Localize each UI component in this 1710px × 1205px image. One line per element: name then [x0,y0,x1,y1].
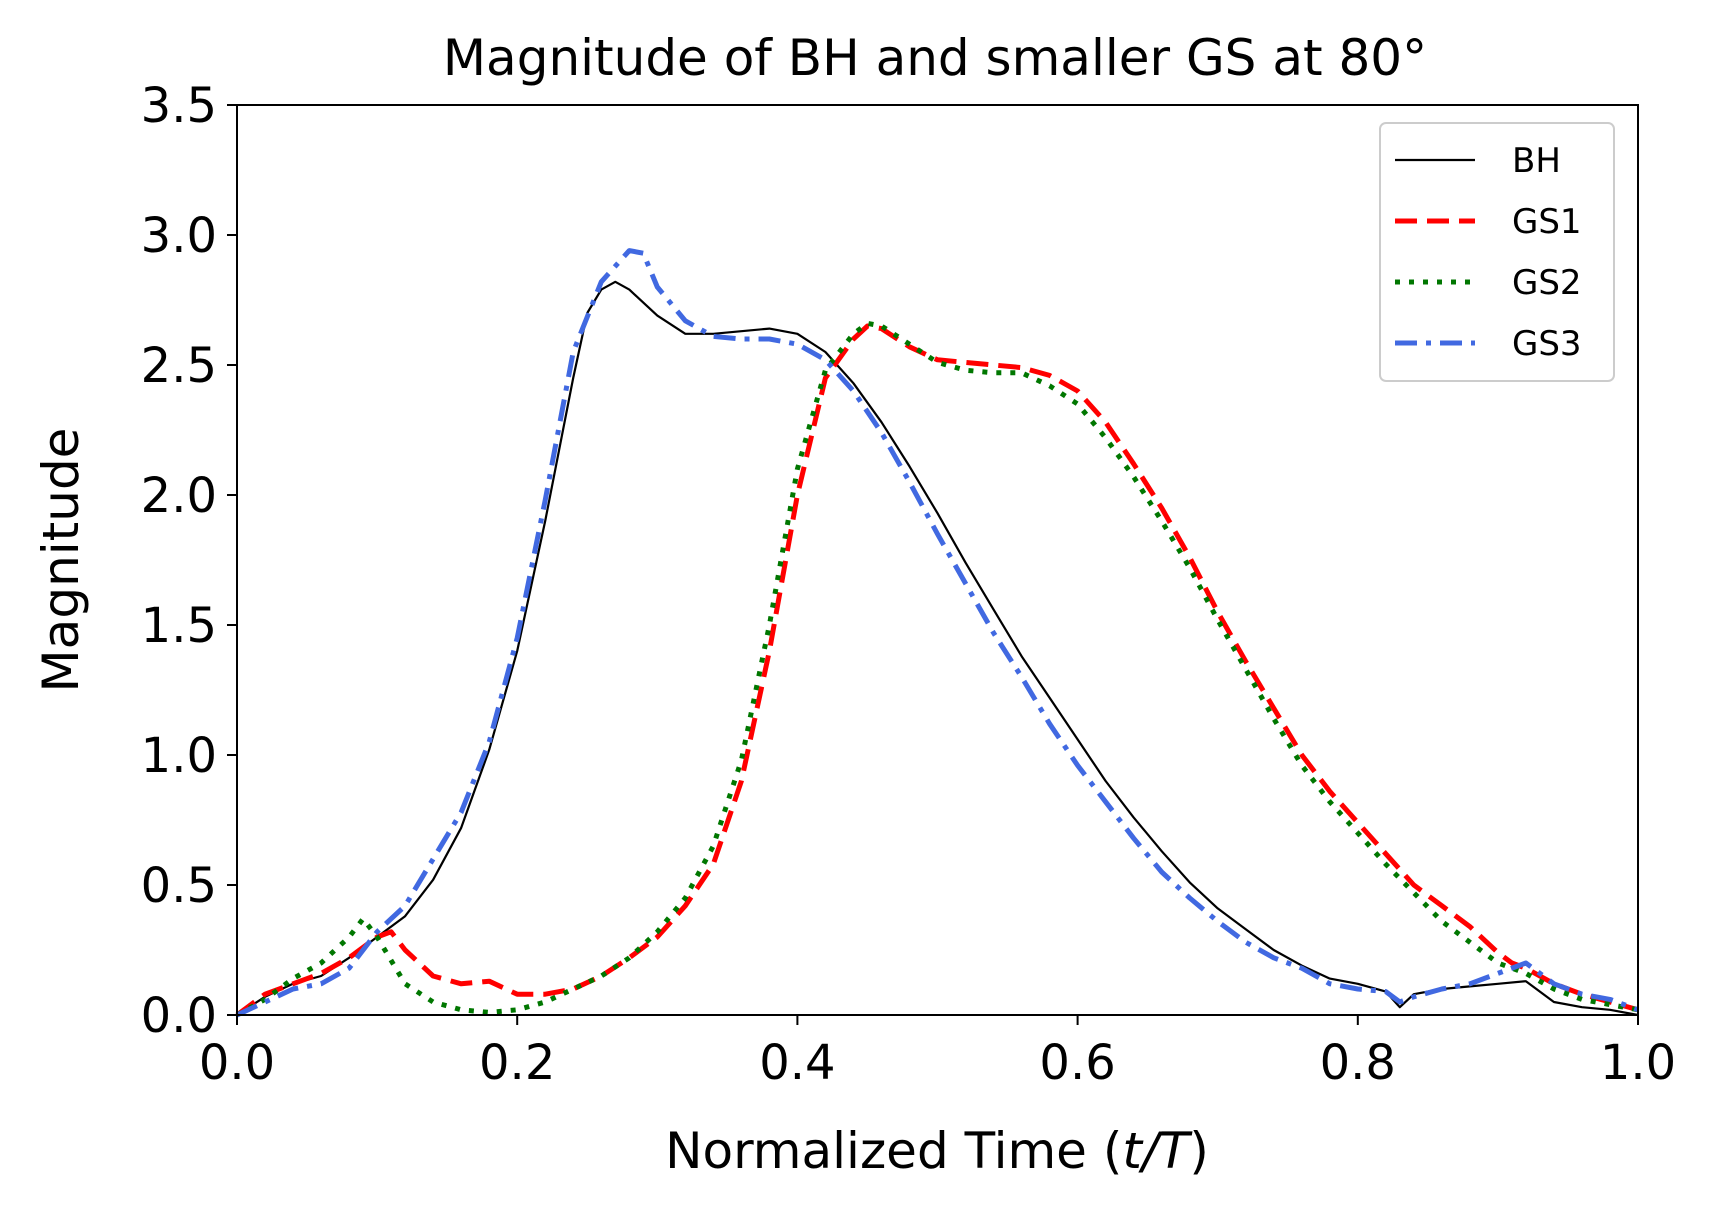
x-axis-label-end: ) [1189,1122,1209,1180]
x-tick-label: 0.4 [759,1035,835,1091]
x-axis-label: Normalized Time (t/T) [665,1122,1209,1180]
x-tick-label: 0.0 [199,1035,275,1091]
y-axis: 0.0 0.5 1.0 1.5 2.0 2.5 3.0 3.5 [141,78,237,1044]
x-tick-label: 1.0 [1600,1035,1676,1091]
y-tick-label: 0.5 [141,858,217,914]
x-tick-label: 0.6 [1039,1035,1115,1091]
legend: BH GS1 GS2 GS3 [1379,122,1615,382]
x-axis: 0.0 0.2 0.4 0.6 0.8 1.0 [199,1015,1676,1091]
plot-frame [236,104,1639,1016]
y-tick-label: 1.5 [141,598,217,654]
legend-frame [1379,122,1615,382]
x-tick-label: 0.2 [479,1035,555,1091]
y-tick-label: 1.0 [141,728,217,784]
y-axis-label: Magnitude [32,428,90,693]
series-layer [235,248,1639,1018]
series-line-gs3 [235,248,1639,1018]
series-line-gs1 [235,323,1639,1018]
legend-label-gs1: GS1 [1512,202,1582,242]
series-line-gs2 [235,320,1639,1018]
y-tick-label: 2.5 [141,338,217,394]
legend-label-gs2: GS2 [1512,263,1582,303]
legend-label-gs3: GS3 [1512,324,1582,364]
x-axis-label-var: t/T [1122,1122,1192,1180]
y-tick-label: 3.5 [141,78,217,134]
y-tick-label: 0.0 [141,988,217,1044]
y-tick-label: 2.0 [141,468,217,524]
series-line-bh [236,280,1639,1017]
x-tick-label: 0.8 [1320,1035,1396,1091]
legend-label-bh: BH [1512,141,1561,181]
y-tick-label: 3.0 [141,208,217,264]
x-axis-label-main: Normalized Time ( [665,1122,1122,1180]
chart-title: Magnitude of BH and smaller GS at 80° [443,29,1427,87]
